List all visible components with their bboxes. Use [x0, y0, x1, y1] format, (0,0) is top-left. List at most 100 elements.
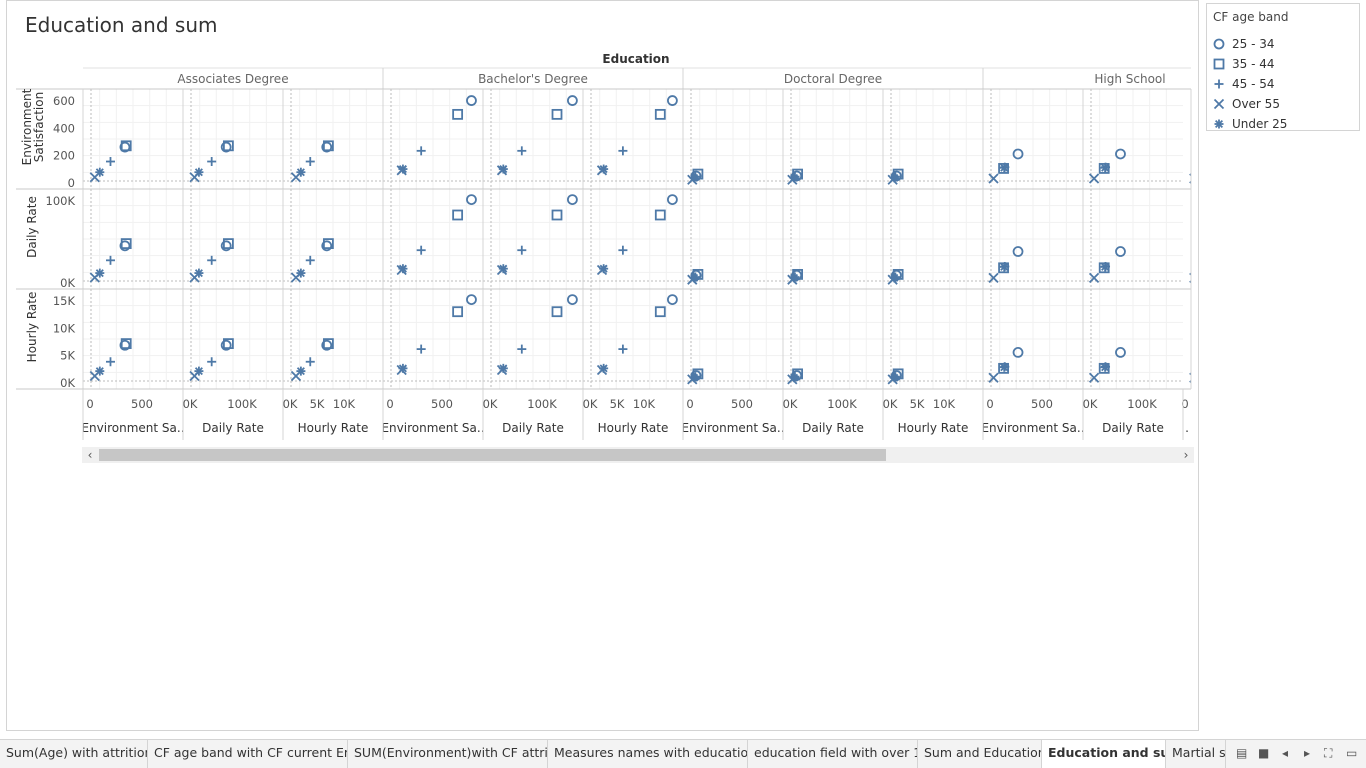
data-point[interactable] — [466, 294, 477, 306]
data-point[interactable] — [618, 146, 628, 156]
data-point[interactable] — [988, 272, 999, 284]
data-point[interactable] — [689, 273, 699, 283]
data-point[interactable] — [120, 140, 132, 152]
data-point[interactable] — [999, 362, 1009, 372]
data-point[interactable] — [105, 255, 115, 265]
data-point[interactable] — [988, 173, 999, 184]
data-point[interactable] — [517, 245, 527, 255]
data-point[interactable] — [305, 255, 315, 265]
data-point[interactable] — [1199, 263, 1200, 272]
data-point[interactable] — [120, 338, 132, 350]
legend-item[interactable]: 25 - 34 — [1213, 35, 1275, 53]
legend-item[interactable]: 35 - 44 — [1213, 55, 1275, 73]
legend-shape[interactable] — [1213, 58, 1225, 70]
scroll-left-icon[interactable]: ‹ — [87, 448, 93, 462]
data-point[interactable] — [988, 372, 999, 383]
sheet-tab[interactable]: CF age band with CF current Em... — [148, 740, 348, 768]
data-point[interactable] — [789, 373, 799, 383]
data-point[interactable] — [1100, 362, 1110, 372]
legend-shape[interactable] — [1213, 98, 1225, 110]
data-point[interactable] — [321, 339, 333, 351]
data-point[interactable] — [789, 273, 799, 283]
data-point[interactable] — [667, 95, 678, 106]
data-point[interactable] — [498, 363, 508, 373]
data-point[interactable] — [517, 146, 527, 156]
data-point[interactable] — [567, 194, 578, 206]
data-point[interactable] — [220, 141, 232, 153]
data-point[interactable] — [1012, 148, 1024, 160]
age-band-legend[interactable]: CF age band 25 - 34 35 - 44 45 - 54 Over 55… — [1206, 3, 1360, 131]
data-point[interactable] — [889, 273, 899, 283]
data-point[interactable] — [1115, 346, 1126, 358]
data-point[interactable] — [599, 164, 609, 174]
data-point[interactable] — [321, 240, 333, 252]
data-point[interactable] — [599, 363, 609, 373]
data-point[interactable] — [889, 173, 899, 183]
data-point[interactable] — [667, 194, 678, 206]
data-point[interactable] — [322, 238, 334, 250]
data-point[interactable] — [222, 238, 234, 250]
data-point[interactable] — [119, 141, 131, 153]
horizontal-scrollbar[interactable]: ‹ › — [82, 447, 1194, 463]
data-point[interactable] — [1199, 164, 1200, 173]
data-point[interactable] — [1088, 372, 1100, 383]
next-sheet-icon[interactable]: ▸ — [1304, 746, 1311, 760]
legend-shape[interactable] — [1214, 79, 1224, 89]
data-point[interactable] — [207, 357, 217, 367]
data-point[interactable] — [95, 167, 105, 177]
legend-item[interactable]: Over 55 — [1213, 95, 1280, 113]
data-point[interactable] — [305, 157, 315, 167]
data-point[interactable] — [194, 366, 204, 376]
data-point[interactable] — [220, 339, 232, 351]
grid-view-icon[interactable]: ▤ — [1236, 746, 1248, 760]
filmstrip-icon[interactable]: ■ — [1258, 746, 1270, 760]
data-point[interactable] — [416, 245, 426, 255]
data-point[interactable] — [1100, 163, 1110, 173]
data-point[interactable] — [398, 363, 408, 373]
data-point[interactable] — [1199, 364, 1200, 373]
data-point[interactable] — [452, 108, 464, 120]
presentation-icon[interactable]: ▭ — [1346, 746, 1358, 760]
data-point[interactable] — [1088, 272, 1100, 284]
data-point[interactable] — [322, 338, 334, 350]
data-point[interactable] — [416, 146, 426, 156]
data-point[interactable] — [567, 95, 578, 106]
data-point[interactable] — [618, 245, 628, 255]
legend-item[interactable]: Under 25 — [1213, 115, 1287, 133]
data-point[interactable] — [1100, 262, 1110, 272]
data-point[interactable] — [194, 167, 204, 177]
data-point[interactable] — [296, 268, 306, 278]
data-point[interactable] — [551, 209, 563, 221]
data-point[interactable] — [321, 141, 333, 153]
data-point[interactable] — [1012, 246, 1024, 257]
legend-shape[interactable] — [1213, 38, 1225, 50]
data-point[interactable] — [792, 268, 803, 280]
data-point[interactable] — [222, 140, 234, 152]
sheet-tab[interactable]: Martial st — [1166, 740, 1226, 768]
data-point[interactable] — [119, 240, 131, 252]
data-point[interactable] — [654, 209, 666, 221]
sheet-tab[interactable]: education field with over 18 — [748, 740, 918, 768]
scatter-matrix-chart[interactable]: Education Associates Degree Bachelor's Deg… — [0, 0, 1200, 445]
data-point[interactable] — [1012, 346, 1024, 358]
data-point[interactable] — [466, 194, 477, 206]
legend-shape[interactable] — [1214, 119, 1224, 129]
data-point[interactable] — [999, 262, 1009, 272]
data-point[interactable] — [1115, 246, 1126, 257]
sheet-tab[interactable]: Education and sum — [1042, 740, 1166, 768]
data-point[interactable] — [551, 306, 563, 318]
sheet-tab[interactable]: Sum(Age) with attrition — [0, 740, 148, 768]
data-point[interactable] — [551, 108, 563, 120]
data-point[interactable] — [194, 268, 204, 278]
data-point[interactable] — [305, 357, 315, 367]
data-point[interactable] — [222, 338, 234, 350]
data-point[interactable] — [654, 306, 666, 318]
data-point[interactable] — [398, 264, 408, 274]
data-point[interactable] — [95, 268, 105, 278]
data-point[interactable] — [1088, 173, 1100, 184]
data-point[interactable] — [667, 294, 678, 306]
data-point[interactable] — [452, 209, 464, 221]
scroll-thumb[interactable] — [99, 449, 886, 461]
data-point[interactable] — [416, 344, 426, 354]
data-point[interactable] — [296, 366, 306, 376]
